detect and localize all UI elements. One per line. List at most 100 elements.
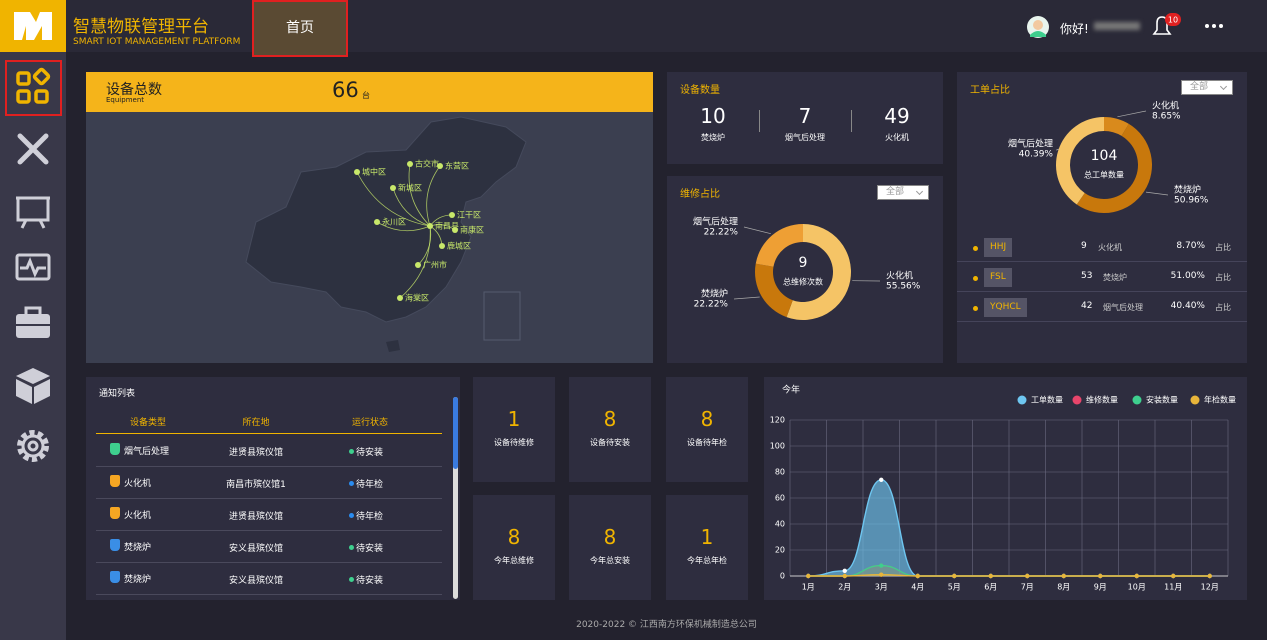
status: 待年检 (356, 480, 384, 490)
y-tick-label: 0 (780, 572, 785, 581)
location: 安义县殡仪馆 (228, 544, 283, 554)
segment-name: 烟气后处理 (1008, 138, 1053, 150)
stat-tile: 8 今年总安装 (569, 495, 651, 600)
donut-total-label: 总工单数量 (1084, 170, 1124, 180)
segment-name: 火化机 (1152, 100, 1179, 112)
count-value: 7 (798, 104, 812, 128)
status-dot (349, 481, 354, 486)
y-tick-label: 100 (770, 442, 785, 451)
avatar-face (1033, 20, 1043, 30)
repair-filter[interactable]: 全部 (877, 185, 929, 200)
row-divider (96, 594, 442, 595)
status: 待安装 (356, 448, 384, 458)
panel-title: 设备数量 (680, 85, 720, 96)
nav-monitor[interactable] (15, 253, 51, 281)
nav-settings[interactable] (17, 430, 49, 462)
row-divider (957, 291, 1247, 292)
series-point (1098, 573, 1103, 579)
home-tab[interactable]: 首页 (252, 0, 348, 57)
legend-swatch (1190, 395, 1200, 405)
table-header-line (96, 433, 442, 434)
row-suffix: 占比 (1215, 273, 1231, 282)
chart-title: 今年 (782, 384, 800, 396)
type-icon (110, 443, 120, 455)
segment-name: 焚烧炉 (1174, 184, 1201, 196)
row-percent: 51.00% (1170, 271, 1205, 281)
segment-percent: 50.96% (1174, 196, 1209, 206)
work-order-filter[interactable]: 全部 (1181, 80, 1233, 95)
stat-tile: 1 设备待维修 (473, 377, 555, 482)
leader-line (1056, 148, 1060, 151)
donut-segment (786, 224, 851, 320)
x-tick-label: 7月 (1021, 583, 1034, 592)
legend-label: 年检数量 (1204, 395, 1236, 405)
location-label: 东营区 (445, 161, 469, 171)
divider (851, 110, 852, 132)
y-tick-label: 120 (770, 416, 785, 425)
more-menu[interactable] (1202, 20, 1226, 32)
location-dot (407, 161, 413, 167)
column-header: 运行状态 (351, 418, 388, 428)
nav-toolbox[interactable] (16, 306, 50, 338)
legend-label: 维修数量 (1086, 395, 1118, 405)
equipment-subtitle: Equipment (106, 96, 144, 104)
series-point (1134, 573, 1139, 579)
avatar (1027, 16, 1049, 38)
stat-value: 8 (603, 525, 617, 549)
stat-value: 8 (700, 407, 714, 431)
row-type: 焚烧炉 (1103, 273, 1127, 282)
location-dot (415, 262, 421, 268)
donut-total: 104 (1091, 148, 1118, 164)
row-divider (96, 498, 442, 499)
row-suffix: 占比 (1215, 303, 1231, 312)
panel-title: 通知列表 (99, 389, 136, 399)
x-tick-label: 10月 (1128, 583, 1146, 592)
x-tick-label: 11月 (1164, 583, 1182, 592)
status-dot (349, 577, 354, 582)
notification-bell[interactable]: 10 (1148, 10, 1182, 42)
logo-icon (14, 12, 52, 40)
row-percent: 40.40% (1170, 301, 1205, 311)
segment-percent: 55.56% (886, 282, 921, 292)
stat-label: 今年总年检 (687, 556, 727, 565)
segment-percent: 40.39% (1019, 150, 1054, 160)
type-icon (110, 571, 120, 583)
location-label: 古交市 (415, 159, 439, 169)
stat-tile: 8 设备待年检 (666, 377, 748, 482)
donut-segment (755, 263, 793, 318)
series-point (1025, 573, 1030, 579)
status: 待安装 (356, 544, 384, 554)
count-label: 火化机 (885, 133, 909, 142)
stat-value: 8 (507, 525, 521, 549)
scroll-thumb[interactable] (453, 397, 458, 469)
type-icon (110, 539, 120, 551)
stat-label: 今年总安装 (590, 556, 630, 565)
location-dot (452, 227, 458, 233)
nav-screen[interactable] (16, 196, 50, 229)
location-dot (354, 169, 360, 175)
x-tick-label: 8月 (1057, 583, 1070, 592)
repair-panel: 维修占比 全部 火化机 55.56% 焚烧炉 22.22% 烟气后处理 22.22% 9 总维… (667, 176, 943, 363)
legend-swatch (1017, 395, 1027, 405)
donut-total-label: 总维修次数 (783, 277, 823, 287)
location-dot (437, 163, 443, 169)
device-type: 焚烧炉 (124, 575, 152, 585)
dot (1205, 24, 1209, 28)
row-code: YQHCL (984, 298, 1027, 317)
segment-percent: 22.22% (704, 228, 739, 238)
footer: 2020-2022 © 江西南方环保机械制造总公司 (576, 620, 757, 630)
nav-tools[interactable] (17, 133, 49, 165)
nav-box[interactable] (16, 368, 50, 404)
donut-segment (1056, 117, 1104, 205)
series-point (879, 572, 884, 577)
equipment-unit: 台 (362, 91, 370, 100)
nav-home[interactable] (16, 67, 51, 104)
route (376, 221, 431, 232)
leader-line (1145, 191, 1169, 196)
equipment-header (86, 72, 653, 112)
series-point (879, 563, 884, 568)
type-icon (110, 475, 120, 487)
